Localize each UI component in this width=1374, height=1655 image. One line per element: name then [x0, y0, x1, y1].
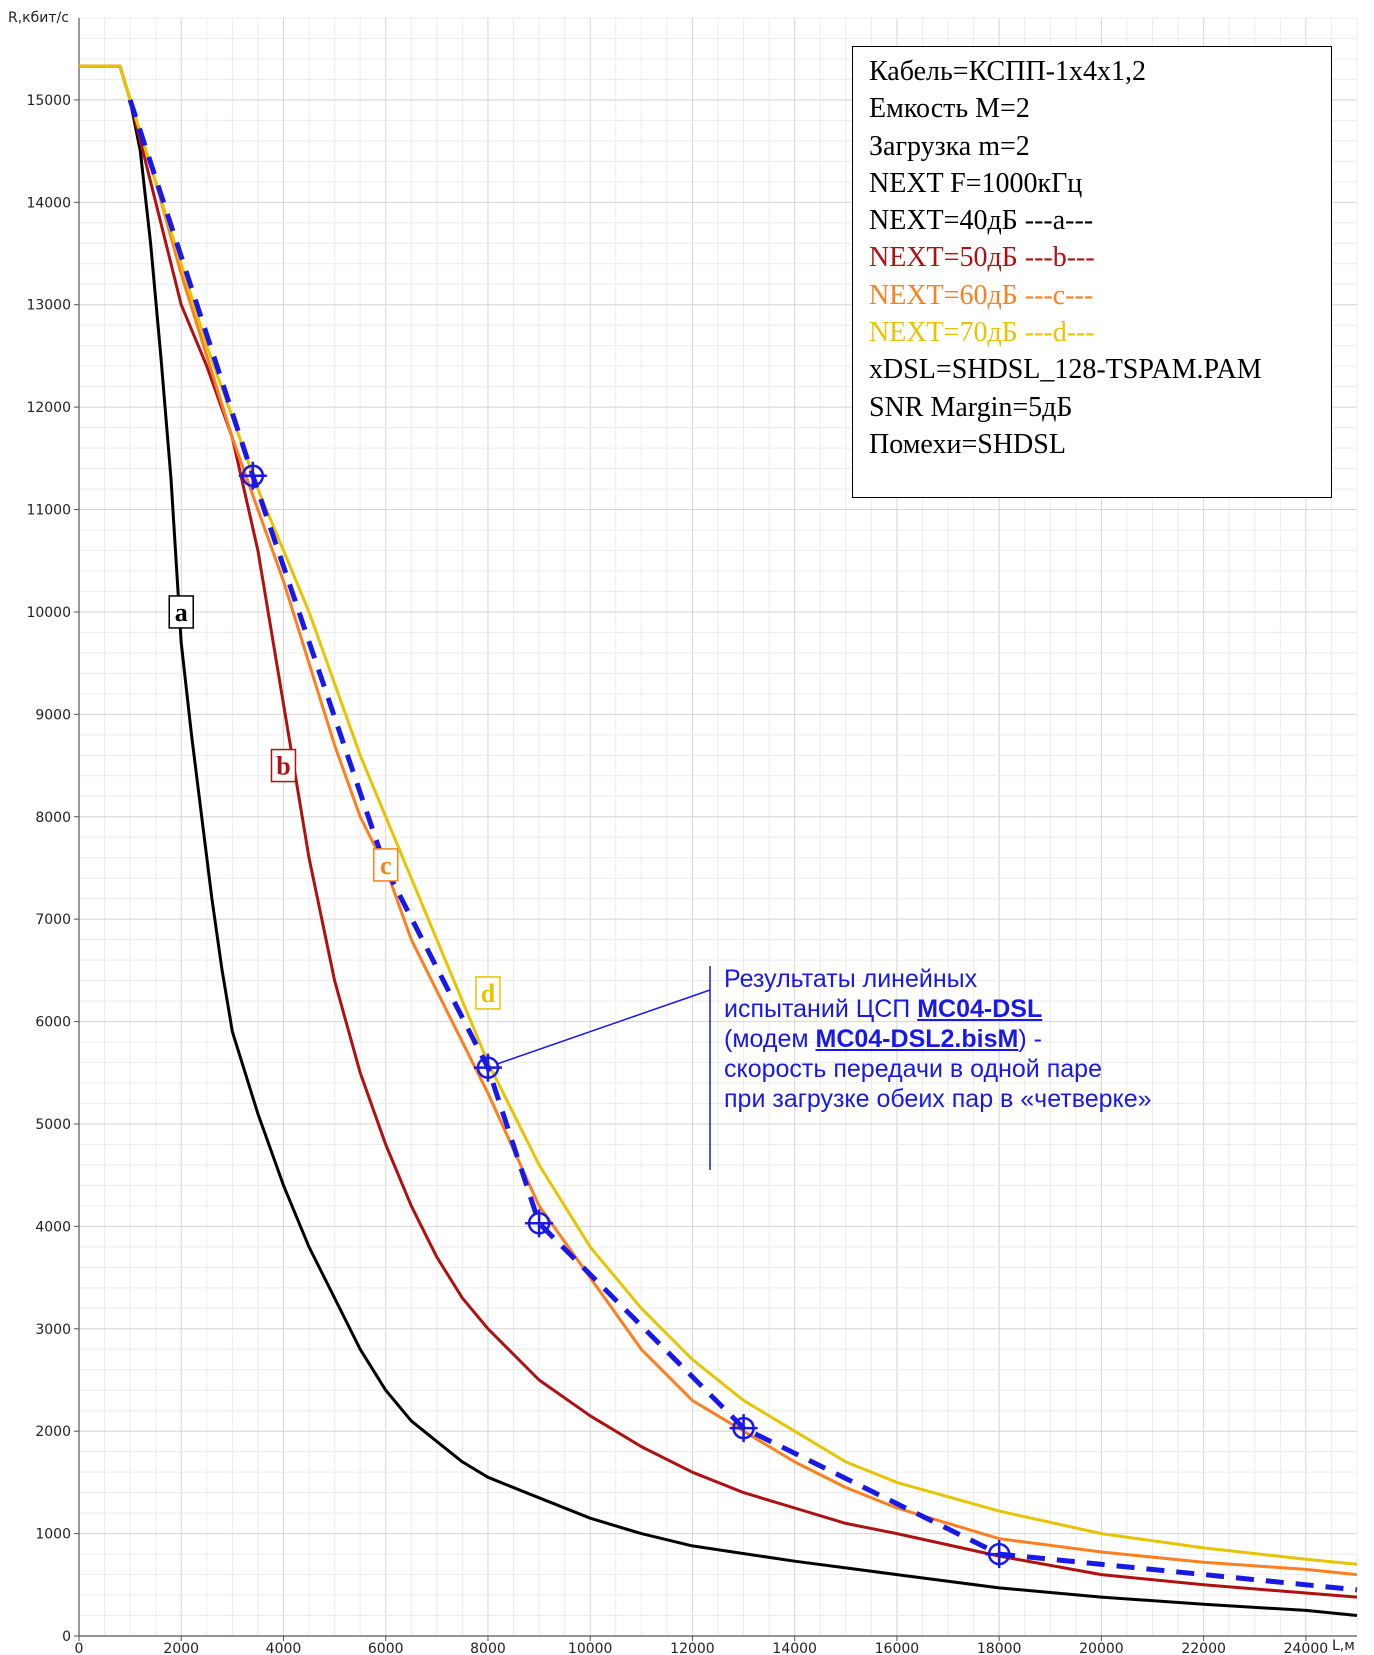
y-tick-label: 14000 — [26, 195, 71, 211]
annotation-text: испытаний ЦСП — [724, 995, 918, 1023]
test-markers — [238, 461, 1014, 1569]
series-line-test-results — [127, 99, 1358, 1593]
test-point-marker — [729, 1414, 758, 1443]
curve-label-box — [475, 976, 501, 1010]
x-tick-label: 0 — [75, 1641, 84, 1655]
y-tick-label: 4000 — [35, 1219, 71, 1235]
legend-line: NEXT F=1000кГц — [869, 167, 1083, 199]
y-tick-label: 3000 — [35, 1322, 71, 1338]
legend-line: Помехи=SHDSL — [869, 428, 1066, 460]
modem-name-link[interactable]: MC04-DSL2.bisM — [815, 1025, 1019, 1053]
y-tick-label: 6000 — [35, 1015, 71, 1031]
y-tick-label: 9000 — [35, 707, 71, 723]
y-tick-label: 11000 — [26, 503, 71, 519]
device-name-link[interactable]: MC04-DSL — [917, 995, 1043, 1023]
test-point-marker — [985, 1540, 1014, 1569]
legend-line: NEXT=60дБ ---c--- — [869, 279, 1094, 311]
test-point-marker — [525, 1209, 554, 1238]
y-axis-title: R,кбит/с — [8, 10, 69, 26]
annotation-leader-line — [497, 989, 711, 1065]
legend-line: Загрузка m=2 — [869, 130, 1030, 162]
legend-line: NEXT=40дБ ---a--- — [869, 205, 1094, 237]
curve-label-text: c — [380, 851, 392, 880]
test-point-marker — [238, 461, 267, 490]
y-tick-label: 15000 — [26, 93, 71, 109]
y-tick-label: 13000 — [26, 298, 71, 314]
legend-line: xDSL=SHDSL_128-TSPAM.PAM — [869, 354, 1262, 386]
legend-line: SNR Margin=5дБ — [869, 391, 1073, 423]
y-tick-label: 1000 — [35, 1527, 71, 1543]
annotation-line: (модем MC04-DSL2.bisM) - — [724, 1024, 1152, 1054]
curve-label-box — [270, 748, 297, 783]
annotation-text: ) - — [1018, 1025, 1042, 1053]
series-line-d — [79, 64, 1358, 1566]
x-tick-label: 6000 — [368, 1641, 404, 1655]
series-lines — [79, 64, 1358, 1617]
test-point-marker — [473, 1053, 502, 1082]
x-tick-label: 18000 — [977, 1641, 1022, 1655]
legend-line: Емкость М=2 — [869, 93, 1030, 125]
x-tick-label: 10000 — [568, 1641, 613, 1655]
annotation-text: (модем — [724, 1025, 816, 1053]
series-line-b — [79, 64, 1358, 1599]
legend-box: Кабель=КСПП-1х4х1,2 Емкость М=2 Загрузка… — [852, 46, 1332, 498]
curve-label-text: a — [175, 598, 188, 627]
x-tick-label: 8000 — [470, 1641, 506, 1655]
annotation-line: Результаты линейных — [724, 965, 978, 993]
y-tick-label: 7000 — [35, 912, 71, 928]
curve-label-text: d — [481, 979, 496, 1008]
test-results-annotation: Результаты линейных испытаний ЦСП MC04-D… — [724, 964, 1152, 1114]
curve-label-a: a — [168, 595, 194, 629]
curve-label-box — [168, 595, 194, 629]
y-tick-label: 12000 — [26, 400, 71, 416]
x-tick-label: 2000 — [163, 1641, 199, 1655]
y-tick-label: 2000 — [35, 1424, 71, 1440]
legend-line: NEXT=50дБ ---b--- — [869, 242, 1095, 274]
y-tick-label: 8000 — [35, 810, 71, 826]
x-tick-label: 12000 — [670, 1641, 715, 1655]
x-tick-label: 16000 — [875, 1641, 920, 1655]
y-tick-label: 0 — [62, 1629, 71, 1645]
curve-label-text: b — [276, 752, 290, 781]
annotation-line: испытаний ЦСП MC04-DSL — [724, 994, 1152, 1024]
curve-labels: a b c d — [168, 595, 501, 1010]
axes — [74, 18, 1357, 1641]
x-tick-label: 20000 — [1079, 1641, 1124, 1655]
x-tick-label: 4000 — [266, 1641, 302, 1655]
series-line-c — [79, 64, 1358, 1577]
legend-line: Кабель=КСПП-1х4х1,2 — [869, 56, 1146, 87]
curve-label-box — [372, 848, 399, 882]
x-tick-label: 14000 — [772, 1641, 817, 1655]
curve-label-c: c — [372, 848, 399, 882]
x-tick-label: 24000 — [1284, 1641, 1329, 1655]
curve-label-b: b — [270, 748, 297, 783]
x-tick-label: 22000 — [1181, 1641, 1226, 1655]
legend-line: NEXT=70дБ ---d--- — [869, 317, 1095, 349]
y-tick-label: 5000 — [35, 1117, 71, 1133]
curve-label-d: d — [475, 976, 501, 1010]
series-line-a — [79, 64, 1358, 1617]
tick-labels: 0 2000 4000 6000 8000 10000 12000 14000 16000 180… — [26, 93, 1328, 1655]
annotation-line: при загрузке обеих пар в «четверке» — [724, 1085, 1152, 1113]
annotation-line: скорость передачи в одной паре — [724, 1055, 1102, 1083]
y-tick-label: 10000 — [26, 605, 71, 621]
x-axis-title: L,м — [1332, 1638, 1355, 1654]
